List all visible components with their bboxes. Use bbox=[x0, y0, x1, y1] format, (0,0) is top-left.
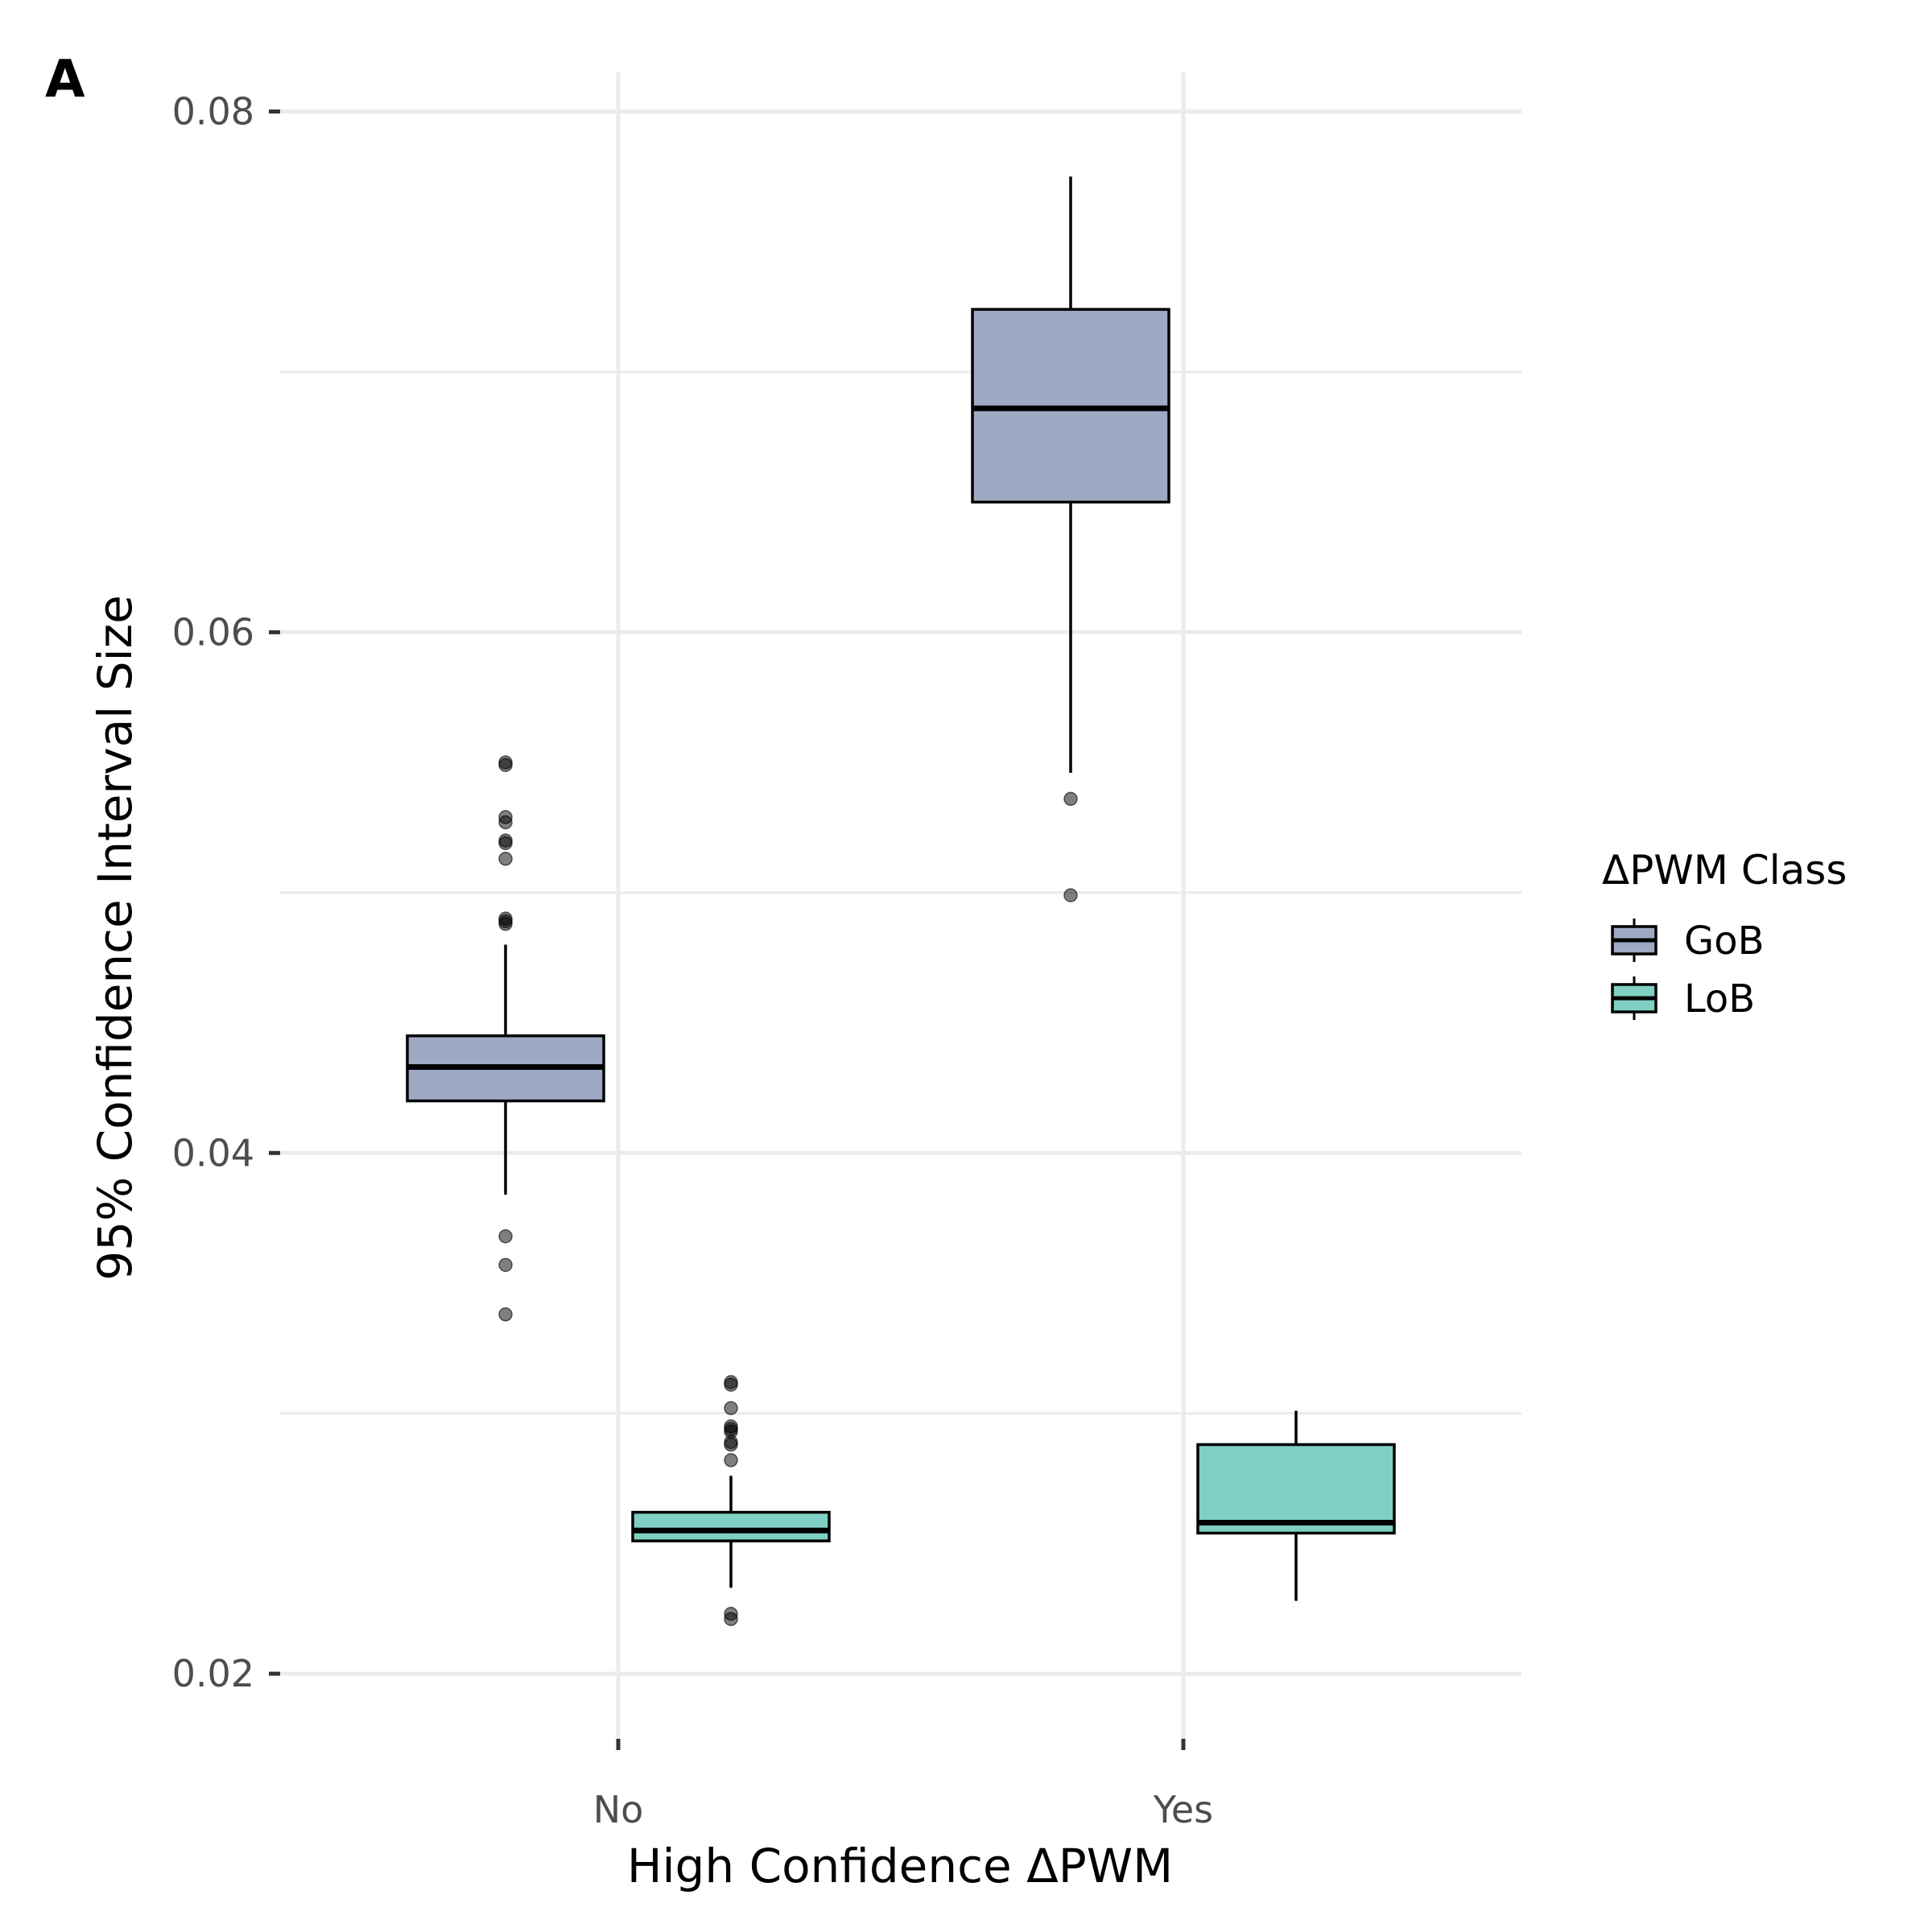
boxplot-gob-no bbox=[406, 755, 605, 1322]
outlier-point bbox=[724, 1377, 738, 1392]
outlier-point bbox=[724, 1453, 738, 1468]
outlier-point bbox=[1063, 791, 1078, 807]
outlier-point bbox=[498, 758, 513, 773]
y-tick-label: 0.04 bbox=[172, 1131, 254, 1174]
outlier-point bbox=[724, 1612, 738, 1626]
y-axis-title: 95% Confidence Interval Size bbox=[88, 595, 142, 1281]
legend-item-lob: LoB bbox=[1611, 976, 1755, 1022]
outlier-point bbox=[498, 1307, 513, 1322]
legend-label: LoB bbox=[1684, 976, 1755, 1022]
outlier-point bbox=[724, 1437, 738, 1452]
outlier-point bbox=[498, 916, 513, 931]
grid bbox=[280, 72, 1521, 1739]
outlier-point bbox=[498, 1229, 513, 1244]
outlier-point bbox=[724, 1401, 738, 1415]
outlier-point bbox=[1063, 888, 1078, 902]
boxplots bbox=[406, 176, 1396, 1626]
legend: ΔPWM Class GoB LoB bbox=[1602, 847, 1847, 1022]
panel-label: A bbox=[45, 50, 85, 109]
x-tick-label: Yes bbox=[1153, 1788, 1213, 1831]
outlier-point bbox=[498, 1257, 513, 1273]
y-tick-label: 0.06 bbox=[172, 610, 254, 654]
outlier-point bbox=[498, 852, 513, 866]
boxplot-gob-yes bbox=[971, 176, 1170, 902]
outlier-point bbox=[498, 815, 513, 830]
outlier-point bbox=[498, 836, 513, 851]
legend-label: GoB bbox=[1684, 919, 1765, 964]
boxplot-lob-no bbox=[631, 1375, 831, 1626]
boxplot-lob-yes bbox=[1196, 1410, 1396, 1601]
x-axis: No Yes bbox=[593, 1739, 1213, 1831]
y-axis: 0.02 0.04 0.06 0.08 bbox=[172, 90, 280, 1695]
y-tick-label: 0.02 bbox=[172, 1652, 254, 1695]
x-tick-label: No bbox=[593, 1788, 644, 1831]
x-axis-title: High Confidence ΔPWM bbox=[627, 1839, 1173, 1893]
box bbox=[631, 1510, 831, 1542]
legend-item-gob: GoB bbox=[1611, 919, 1765, 964]
legend-title: ΔPWM Class bbox=[1602, 847, 1847, 894]
y-tick-label: 0.08 bbox=[172, 90, 254, 134]
box bbox=[1196, 1443, 1396, 1535]
